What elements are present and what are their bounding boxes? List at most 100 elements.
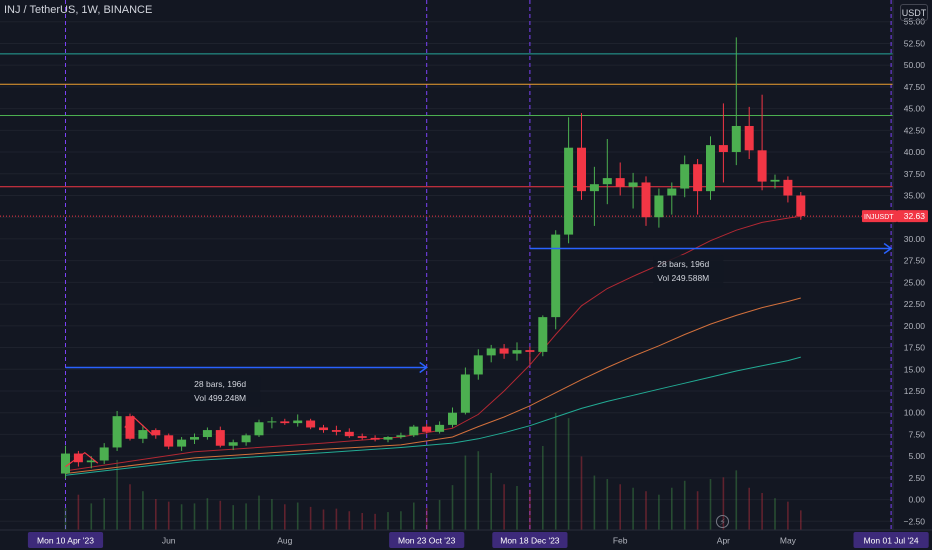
candle-body [280, 421, 290, 424]
candle-body [731, 125, 741, 153]
candle [125, 413, 135, 441]
volume-bar [554, 412, 557, 530]
candle [396, 432, 406, 439]
volume-bar [735, 470, 738, 530]
candle [112, 410, 122, 451]
flash-icon[interactable]: ⚡ [716, 515, 729, 528]
price-tick-label: −2.50 [903, 516, 925, 526]
volume-bar [232, 505, 234, 530]
candle-body [615, 178, 625, 187]
measure-label-volume: Vol 499.248M [194, 393, 246, 403]
candle-body [99, 447, 109, 461]
candle-body [499, 348, 509, 354]
volume-bar [800, 510, 802, 530]
price-tick-label: 45.00 [904, 104, 926, 114]
volume-bar [129, 484, 131, 530]
candle-body [628, 182, 638, 187]
price-tick-label: 5.00 [908, 451, 925, 461]
volume-bar [774, 498, 776, 530]
candle [61, 445, 70, 479]
time-tick-label: Mon 10 Apr '23 [37, 536, 94, 546]
candle-body [383, 437, 393, 440]
volume-bar [761, 492, 763, 530]
time-tick-label: Feb [613, 536, 628, 546]
price-tick-label: 10.00 [904, 408, 926, 418]
price-axis-bg [893, 0, 932, 550]
volume-bar [387, 512, 389, 530]
candle [370, 435, 380, 442]
time-marker-bg [853, 532, 929, 548]
candle-body [473, 355, 483, 375]
currency-button[interactable]: USDT [900, 4, 928, 21]
volume-bar [567, 418, 570, 530]
candle-body [435, 424, 445, 432]
candle-body [61, 453, 70, 474]
candle-body [602, 178, 612, 185]
volume-bar [322, 509, 325, 530]
measure-label-bg [190, 374, 261, 407]
volume-bar [335, 508, 338, 530]
candle [602, 139, 612, 205]
price-tick-label: 55.00 [904, 17, 926, 27]
candle [731, 37, 741, 166]
candle-body [693, 164, 703, 192]
time-tick-label: May [780, 536, 797, 546]
candle-body [202, 430, 212, 438]
last-price-label: 32.63 [904, 211, 926, 221]
candle [293, 414, 303, 427]
price-tick-label: 22.50 [904, 299, 926, 309]
volume-bar [348, 511, 351, 530]
measure-label-bars: 28 bars, 196d [657, 259, 709, 269]
volume-bar [529, 489, 531, 530]
volume-bar [271, 499, 273, 530]
candle-body [228, 442, 238, 446]
candle-body [306, 420, 316, 428]
trend-drawing [124, 415, 154, 436]
volume-bar [683, 480, 686, 530]
candle-body [112, 416, 122, 448]
volume-bar [142, 491, 144, 530]
volume-bar [103, 498, 105, 530]
candle-body [564, 147, 574, 235]
candle [138, 424, 148, 444]
price-tick-label: 2.50 [908, 473, 925, 483]
volume-bar [477, 451, 480, 530]
time-tick-label: Mon 01 Jul '24 [864, 536, 919, 546]
measure-label-bg [653, 255, 724, 288]
measure-arrowhead [419, 361, 428, 374]
volume-bar [645, 491, 647, 530]
price-tick-label: 25.00 [904, 277, 926, 287]
volume-bar [77, 494, 80, 530]
candle [151, 428, 161, 439]
price-tick-label: 17.50 [904, 343, 926, 353]
candle [319, 424, 328, 433]
candle-body [551, 234, 561, 318]
candle [538, 315, 548, 357]
candle [202, 427, 212, 440]
volume-bar [490, 472, 492, 530]
candle [99, 443, 109, 464]
volume-bar [503, 484, 505, 530]
candle [667, 182, 677, 215]
candle [641, 176, 651, 226]
price-tick-label: 35.00 [904, 190, 926, 200]
candle-body [86, 460, 96, 463]
candle-body [589, 184, 599, 192]
volume-bar [593, 475, 596, 530]
candle-body [151, 430, 161, 436]
price-tick-label: 52.50 [904, 38, 926, 48]
candle-body [267, 421, 277, 423]
time-axis-bg [0, 530, 932, 550]
volume-bar [309, 506, 312, 530]
time-tick-label: Mon 18 Dec '23 [500, 536, 560, 546]
candle [267, 417, 277, 429]
candle [680, 155, 690, 198]
moving-average-line [65, 297, 801, 474]
candle [718, 103, 728, 183]
volume-bar [542, 445, 544, 530]
volume-bar [258, 495, 260, 530]
time-tick-label: Jun [162, 536, 176, 546]
candle-body [512, 350, 522, 354]
